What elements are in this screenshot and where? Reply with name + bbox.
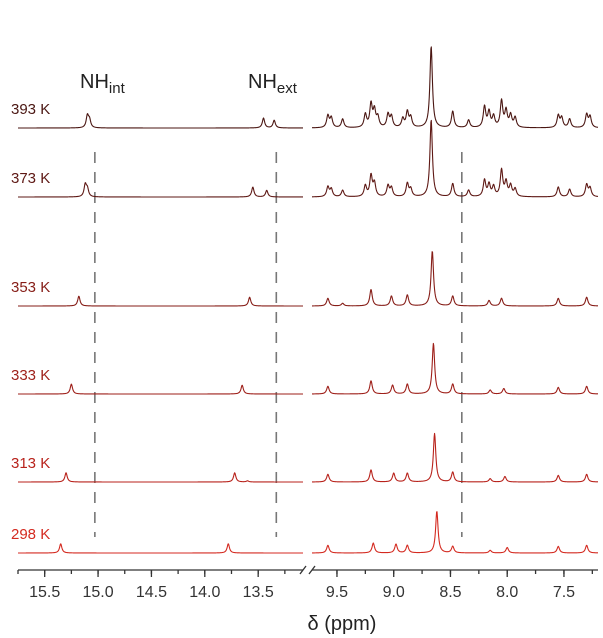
spectrum-line xyxy=(311,432,599,483)
x-tick-label: 8.0 xyxy=(496,584,518,601)
spectrum-line xyxy=(17,182,304,198)
x-axis: 15.5 15.0 14.5 14.0 13.5 9.5 9.0 8.5 8.0 7.5 xyxy=(17,565,598,601)
nh-annotation: NHext xyxy=(248,71,298,97)
spectra xyxy=(17,46,599,554)
temperature-label: 393 K xyxy=(11,101,50,118)
x-tick-label: 9.0 xyxy=(383,584,405,601)
axis-break-mark xyxy=(308,565,316,575)
spectrum-line xyxy=(311,46,599,129)
x-tick-label: 15.5 xyxy=(29,584,60,601)
spectrum-line xyxy=(17,295,304,307)
spectrum-line xyxy=(311,119,599,198)
x-tick-label: 14.5 xyxy=(136,584,167,601)
nh-annotation: NHint xyxy=(80,71,126,97)
spectrum-line xyxy=(17,543,304,554)
temperature-label: 353 K xyxy=(11,279,50,296)
x-tick-label: 7.5 xyxy=(553,584,575,601)
temperature-label: 373 K xyxy=(11,170,50,187)
spectrum-line xyxy=(17,113,304,129)
temperature-label: 313 K xyxy=(11,455,50,472)
temperature-label: 333 K xyxy=(11,367,50,384)
spectrum-line xyxy=(311,251,599,307)
axis-break-mark xyxy=(299,565,307,575)
spectrum-line xyxy=(311,511,599,554)
spectrum-line xyxy=(17,383,304,395)
x-axis-label: δ (ppm) xyxy=(308,613,377,635)
x-tick-label: 8.5 xyxy=(439,584,461,601)
peak-annotations: NHint NHext xyxy=(80,71,298,97)
temperature-labels: 393 K 373 K 353 K 333 K 313 K 298 K xyxy=(11,101,50,543)
spectrum-line xyxy=(17,472,304,483)
x-tick-label: 13.5 xyxy=(243,584,274,601)
x-tick-label: 9.5 xyxy=(326,584,348,601)
x-tick-label: 14.0 xyxy=(189,584,220,601)
guide-lines xyxy=(94,152,463,537)
spectrum-line xyxy=(311,342,599,395)
temperature-label: 298 K xyxy=(11,526,50,543)
x-tick-label: 15.0 xyxy=(82,584,113,601)
